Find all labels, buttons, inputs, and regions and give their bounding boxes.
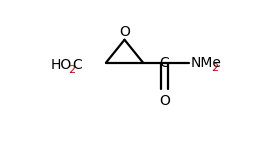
Text: HO: HO xyxy=(51,58,72,72)
Text: O: O xyxy=(119,25,130,39)
Text: 2: 2 xyxy=(211,63,218,73)
Text: C: C xyxy=(160,56,169,70)
Text: NMe: NMe xyxy=(190,56,221,70)
Text: 2: 2 xyxy=(68,65,75,75)
Text: C: C xyxy=(72,58,82,72)
Text: O: O xyxy=(159,94,170,108)
